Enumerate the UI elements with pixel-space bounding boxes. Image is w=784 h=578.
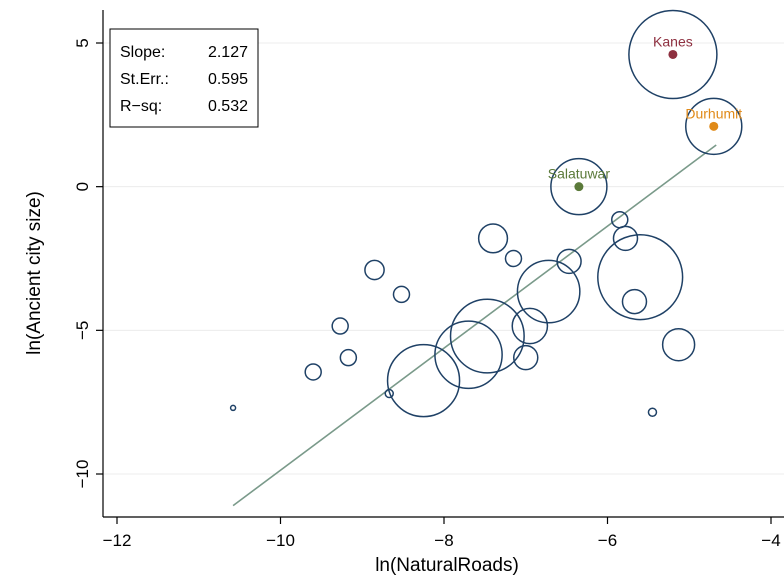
x-axis-title: ln(NaturalRoads) xyxy=(375,555,519,576)
y-axis-title: ln(Ancient city size) xyxy=(24,191,45,355)
x-tick-label: −12 xyxy=(103,531,132,550)
se-value: 0.595 xyxy=(208,71,248,88)
rsq-value: 0.532 xyxy=(208,98,248,115)
se-label: St.Err.: xyxy=(120,71,169,88)
slope-label: Slope: xyxy=(120,44,165,61)
x-tick-label: −6 xyxy=(598,531,617,550)
slope-value: 2.127 xyxy=(208,44,248,61)
highlight-dot xyxy=(574,182,583,191)
x-tick-label: −8 xyxy=(434,531,453,550)
y-tick-label: 0 xyxy=(73,182,92,191)
highlight-dot xyxy=(668,50,677,59)
point-label: Salatuwar xyxy=(548,166,611,182)
highlight-dot xyxy=(709,122,718,131)
point-label: Kanes xyxy=(653,33,693,49)
x-tick-label: −10 xyxy=(266,531,295,550)
rsq-label: R−sq: xyxy=(120,98,162,115)
x-tick-label: −4 xyxy=(761,531,780,550)
stats-box: Slope: 2.127 St.Err.: 0.595 R−sq: 0.532 xyxy=(110,29,258,127)
y-tick-label: 5 xyxy=(73,38,92,47)
point-label: Durhumit xyxy=(685,105,742,121)
y-tick-label: −5 xyxy=(73,321,92,340)
y-tick-label: −10 xyxy=(73,460,92,489)
